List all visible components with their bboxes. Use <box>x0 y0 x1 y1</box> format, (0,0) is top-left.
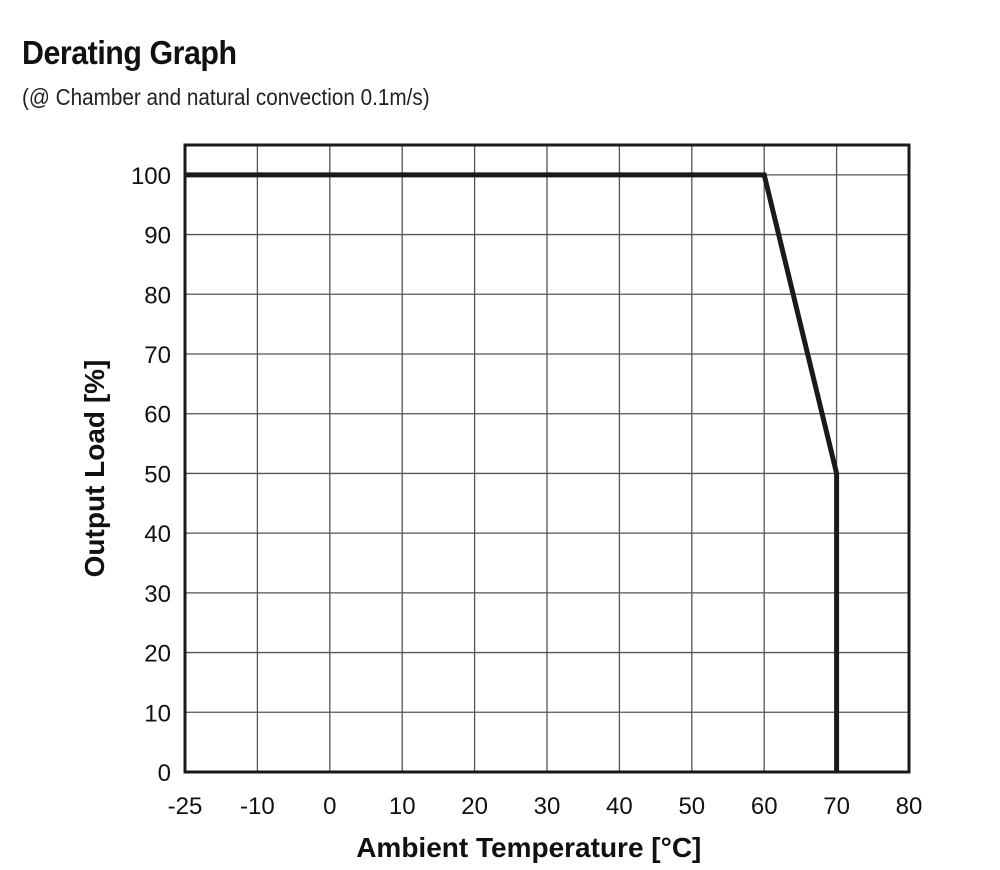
plot-frame <box>183 143 911 774</box>
y-tick-labels: 0 10 20 30 40 50 60 70 80 90 100 <box>131 163 171 787</box>
x-tick-label: 30 <box>534 793 561 820</box>
y-tick-label: 40 <box>144 521 171 548</box>
derating-curve <box>185 172 840 772</box>
series-layer <box>185 172 840 772</box>
y-tick-label: 10 <box>144 700 171 727</box>
x-tick-label: 20 <box>461 793 488 820</box>
x-tick-label: 0 <box>323 793 336 820</box>
chart-subtitle: (@ Chamber and natural convection 0.1m/s… <box>22 84 430 110</box>
x-tick-labels: -25 -10 0 10 20 30 40 50 60 70 80 <box>168 793 923 820</box>
x-tick-label: -25 <box>168 793 203 820</box>
grid-lines <box>184 145 910 773</box>
x-tick-label: 60 <box>751 793 778 820</box>
chart-title: Derating Graph <box>22 34 237 71</box>
y-tick-label: 80 <box>144 282 171 309</box>
x-tick-label: 80 <box>896 793 923 820</box>
y-tick-label: 50 <box>144 461 171 488</box>
y-tick-label: 0 <box>158 760 171 787</box>
x-tick-label: 70 <box>823 793 850 820</box>
x-tick-label: 10 <box>389 793 416 820</box>
y-tick-label: 60 <box>144 402 171 429</box>
y-axis-label: Output Load [%] <box>79 360 110 578</box>
x-tick-label: -10 <box>240 793 275 820</box>
y-tick-label: 100 <box>131 163 171 190</box>
y-tick-label: 90 <box>144 223 171 250</box>
y-tick-label: 20 <box>144 641 171 668</box>
y-tick-label: 70 <box>144 342 171 369</box>
x-tick-label: 40 <box>606 793 633 820</box>
x-axis-label: Ambient Temperature [°C] <box>356 832 701 863</box>
x-tick-label: 50 <box>678 793 705 820</box>
y-tick-label: 30 <box>144 581 171 608</box>
